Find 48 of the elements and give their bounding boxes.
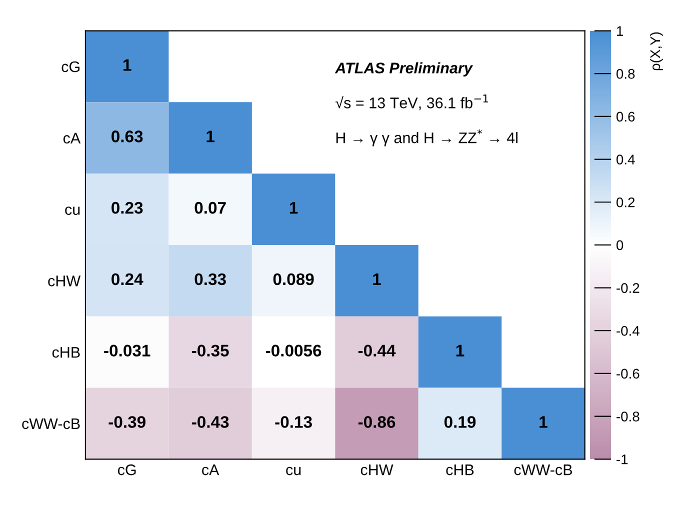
data-label: -0.44 [358,344,396,357]
color-bar-label: 0.4 [616,154,635,164]
data-label: 1 [373,273,381,285]
data-label: 0.23 [112,202,143,214]
x-tick-label: cHW [360,464,394,476]
y-tick-label: cWW-cB [22,418,80,430]
data-label: -0.86 [358,416,396,428]
color-bar-label: 0.8 [616,68,635,79]
data-label: -0.13 [275,416,312,428]
color-bar-label: 0.6 [616,112,635,122]
data-label: -0.031 [104,344,150,357]
color-bar-label: -1 [616,454,628,464]
color-bar-label: -0.2 [616,283,640,293]
data-label: 0.089 [273,273,314,286]
x-tick-label: cA [202,464,220,476]
data-label: 0.24 [112,273,144,286]
y-tick-label: cHB [52,347,80,358]
annotation: H → γ γ and H → ZZ$^{*}$ → 4l [336,129,518,146]
y-tick-label: cHW [48,276,81,286]
data-label: 1 [290,202,298,214]
color-bar-label: -0.8 [616,412,640,422]
y-tick-label: cG [62,61,80,72]
data-label: 0.63 [112,130,143,142]
data-label: -0.35 [192,344,229,357]
data-label: -0.39 [108,416,146,428]
annotation: √s = 13 TeV, 36.1 fb$^{−1}$ [336,94,488,110]
data-label: -0.43 [192,416,229,428]
x-tick-label: cu [286,466,301,476]
data-label: 1 [206,130,214,142]
x-tick-label: cHB [446,464,474,476]
data-label: 0.33 [194,273,226,286]
y-tick-label: cA [63,132,81,144]
data-label: 1 [456,344,464,356]
color-bar-label: -0.6 [616,368,640,379]
x-tick-label: cG [118,464,136,476]
data-label: 1 [540,416,548,428]
color-bar-label: 0 [616,240,624,250]
color-bar-label: -0.4 [616,326,640,336]
color-bar-title: ρ(X,Y) [650,32,663,70]
x-tick-label: cWW-cB [514,464,572,476]
data-label: 1 [124,59,132,71]
data-label: 0.07 [194,202,226,214]
y-tick-label: cu [65,206,80,215]
color-bar-label: 1 [617,26,623,36]
data-label: -0.0056 [266,344,322,357]
color-bar-label: 0.2 [616,197,635,208]
data-label: 0.19 [444,416,476,428]
annotation: ATLAS Preliminary [334,62,474,76]
